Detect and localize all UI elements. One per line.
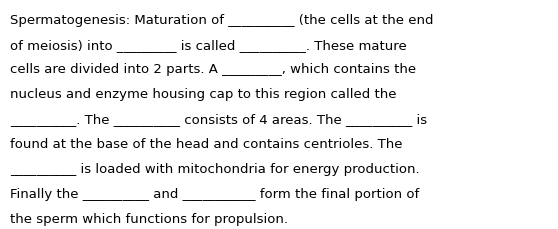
- Text: __________. The __________ consists of 4 areas. The __________ is: __________. The __________ consists of 4…: [10, 113, 427, 126]
- Text: the sperm which functions for propulsion.: the sperm which functions for propulsion…: [10, 212, 288, 225]
- Text: nucleus and enzyme housing cap to this region called the: nucleus and enzyme housing cap to this r…: [10, 88, 397, 101]
- Text: of meiosis) into _________ is called __________. These mature: of meiosis) into _________ is called ___…: [10, 38, 407, 52]
- Text: Finally the __________ and ___________ form the final portion of: Finally the __________ and ___________ f…: [10, 187, 419, 200]
- Text: cells are divided into 2 parts. A _________, which contains the: cells are divided into 2 parts. A ______…: [10, 63, 416, 76]
- Text: __________ is loaded with mitochondria for energy production.: __________ is loaded with mitochondria f…: [10, 162, 420, 175]
- Text: found at the base of the head and contains centrioles. The: found at the base of the head and contai…: [10, 137, 402, 150]
- Text: Spermatogenesis: Maturation of __________ (the cells at the end: Spermatogenesis: Maturation of _________…: [10, 14, 434, 27]
